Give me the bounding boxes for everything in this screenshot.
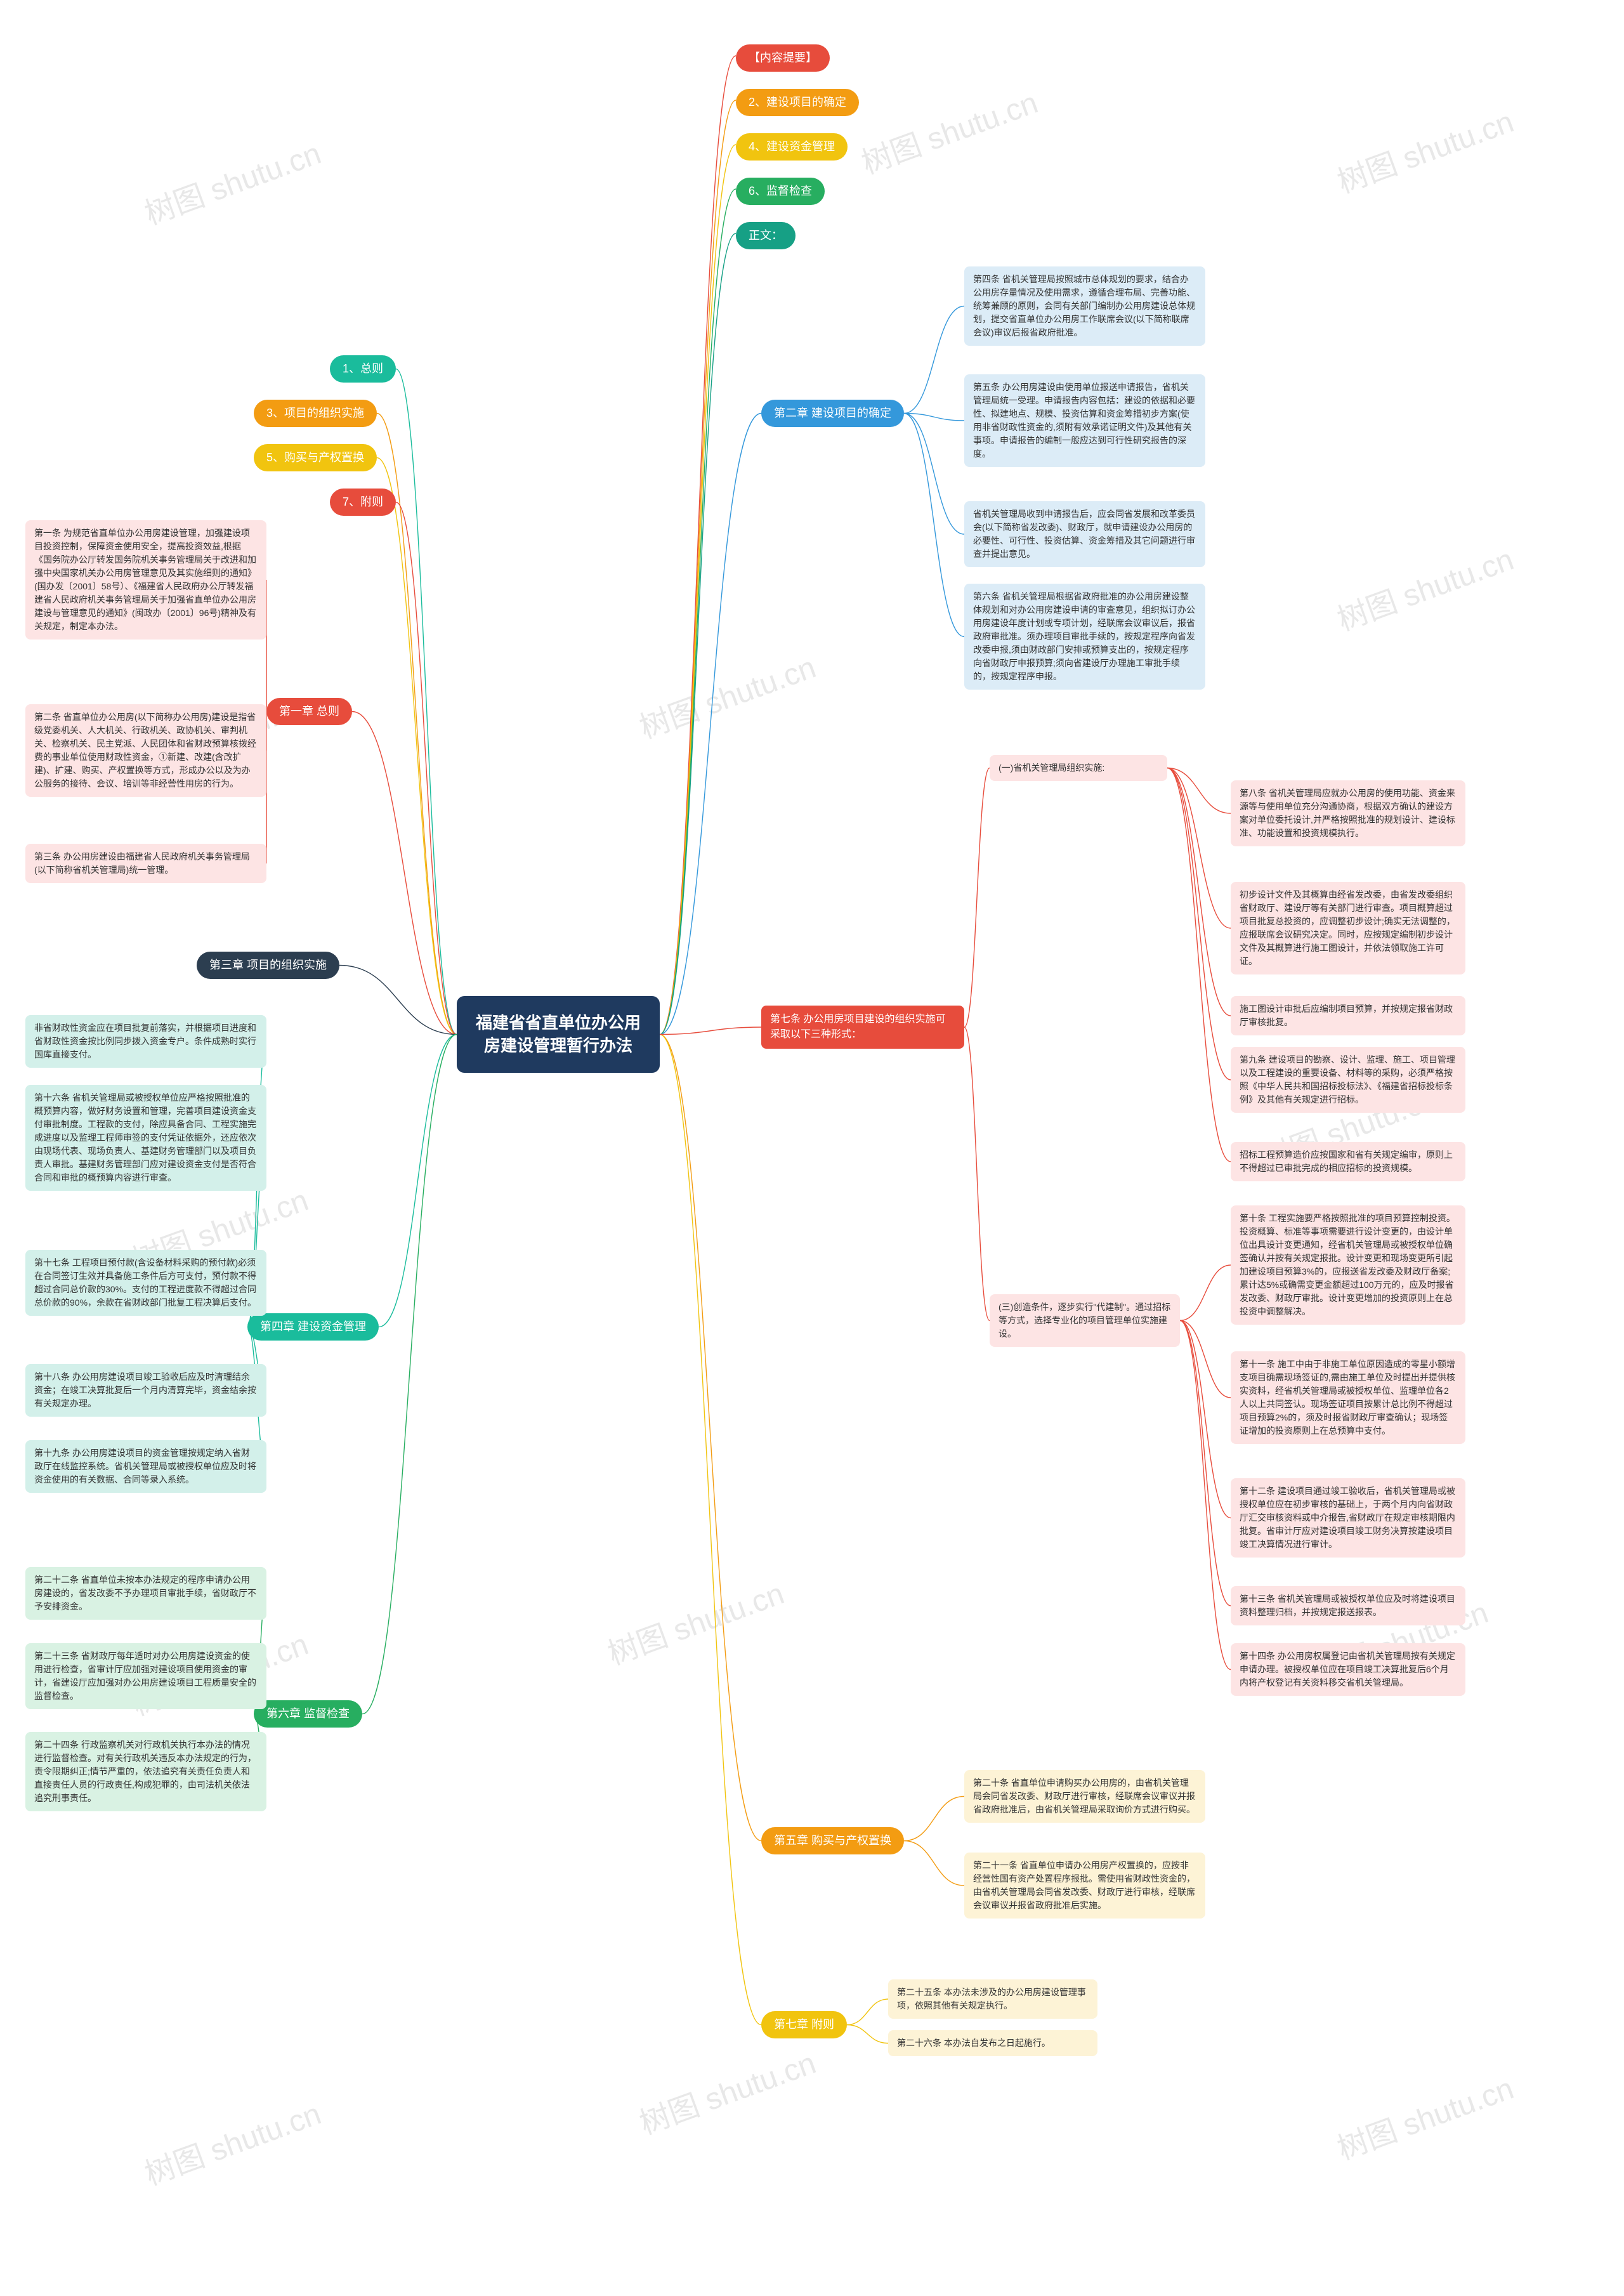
- leaf-node: 第十七条 工程项目预付款(含设备材料采购的预付款)必须在合同签订生效并具备施工条…: [25, 1250, 266, 1316]
- left-pill: 7、附则: [330, 489, 396, 516]
- chapter-node: 第二章 建设项目的确定: [761, 400, 904, 427]
- leaf-node: 第二十条 省直单位申请购买办公用房的，由省机关管理局会同省发改委、财政厅进行审核…: [964, 1770, 1205, 1823]
- leaf-node: 第二十五条 本办法未涉及的办公用房建设管理事项，依照其他有关规定执行。: [888, 1979, 1097, 2019]
- chapter-node: 第三章 项目的组织实施: [197, 952, 339, 979]
- leaf-node: 第三条 办公用房建设由福建省人民政府机关事务管理局(以下简称省机关管理局)统一管…: [25, 844, 266, 883]
- leaf-node: 第六条 省机关管理局根据省政府批准的办公用房建设整体规划和对办公用房建设申请的审…: [964, 584, 1205, 690]
- leaf-node: 第四条 省机关管理局按照城市总体规划的要求，结合办公用房存量情况及使用需求，遵循…: [964, 266, 1205, 346]
- left-pill: 1、总则: [330, 355, 396, 383]
- leaf-node: 第五条 办公用房建设由使用单位报送申请报告，省机关管理局统一受理。申请报告内容包…: [964, 374, 1205, 467]
- article7-node: 第七条 办公用房项目建设的组织实施可采取以下三种形式：: [761, 1006, 964, 1049]
- article7-leaf: 初步设计文件及其概算由经省发改委，由省发改委组织省财政厅、建设厅等有关部门进行审…: [1231, 882, 1465, 974]
- chapter-node: 第六章 监督检查: [254, 1700, 362, 1728]
- top-pill: 正文：: [736, 222, 796, 249]
- top-pill: 【内容提要】: [736, 44, 830, 72]
- article7-leaf: 招标工程预算造价应按国家和省有关规定编审，原则上不得超过已审批完成的相应招标的投…: [1231, 1142, 1465, 1181]
- chapter-node: 第四章 建设资金管理: [247, 1313, 379, 1341]
- chapter-node: 第一章 总则: [266, 698, 352, 725]
- leaf-node: 第十九条 办公用房建设项目的资金管理按规定纳入省财政厅在线监控系统。省机关管理局…: [25, 1440, 266, 1493]
- leaf-node: 第二条 省直单位办公用房(以下简称办公用房)建设是指省级党委机关、人大机关、行政…: [25, 704, 266, 797]
- leaf-node: 第十八条 办公用房建设项目竣工验收后应及时清理结余资金；在竣工决算批复后一个月内…: [25, 1364, 266, 1417]
- article7-leaf: 第八条 省机关管理局应就办公用房的使用功能、资金来源等与使用单位充分沟通协商，根…: [1231, 780, 1465, 846]
- left-pill: 5、购买与产权置换: [254, 444, 377, 471]
- mindmap-canvas: 福建省省直单位办公用房建设管理暂行办法 【内容提要】 2、建设项目的确定 4、建设资金…: [0, 0, 1624, 2296]
- top-pill: 4、建设资金管理: [736, 133, 848, 161]
- article7-leaf: 第十三条 省机关管理局或被授权单位应及时将建设项目资料整理归档，并按规定报送报表…: [1231, 1586, 1465, 1625]
- article7-leaf: 施工图设计审批后应编制项目预算，并按规定报省财政厅审核批复。: [1231, 996, 1465, 1035]
- top-pill: 6、监督检查: [736, 178, 825, 205]
- leaf-node: 第一条 为规范省直单位办公用房建设管理，加强建设项目投资控制，保障资金使用安全，…: [25, 520, 266, 640]
- article7-leaf: 第十二条 建设项目通过竣工验收后，省机关管理局或被授权单位应在初步审核的基础上，…: [1231, 1478, 1465, 1558]
- article7-sub: (三)创造条件，逐步实行"代建制"。通过招标等方式，选择专业化的项目管理单位实施…: [990, 1294, 1180, 1347]
- leaf-node: 非省财政性资金应在项目批复前落实，并根据项目进度和省财政性资金按比例同步拨入资金…: [25, 1015, 266, 1068]
- leaf-node: 第二十二条 省直单位未按本办法规定的程序申请办公用房建设的，省发改委不予办理项目…: [25, 1567, 266, 1620]
- article7-leaf: 第十一条 施工中由于非施工单位原因造成的零星小额增支项目确需现场签证的,需由施工…: [1231, 1351, 1465, 1444]
- leaf-node: 省机关管理局收到申请报告后，应会同省发展和改革委员会(以下简称省发改委)、财政厅…: [964, 501, 1205, 567]
- leaf-node: 第二十三条 省财政厅每年适时对办公用房建设资金的使用进行检查，省审计厅应加强对建…: [25, 1643, 266, 1709]
- article7-leaf: 第十四条 办公用房权属登记由省机关管理局按有关规定申请办理。被授权单位应在项目竣…: [1231, 1643, 1465, 1696]
- article7-leaf: 第十条 工程实施要严格按照批准的项目预算控制投资。投资概算、标准等事项需要进行设…: [1231, 1205, 1465, 1325]
- leaf-node: 第二十四条 行政监察机关对行政机关执行本办法的情况进行监督检查。对有关行政机关违…: [25, 1732, 266, 1811]
- chapter-node: 第五章 购买与产权置换: [761, 1827, 904, 1854]
- article7-leaf: 第九条 建设项目的勘察、设计、监理、施工、项目管理以及工程建设的重要设备、材料等…: [1231, 1047, 1465, 1113]
- left-pill: 3、项目的组织实施: [254, 400, 377, 427]
- center-node: 福建省省直单位办公用房建设管理暂行办法: [457, 996, 660, 1073]
- top-pill: 2、建设项目的确定: [736, 89, 859, 116]
- leaf-node: 第二十一条 省直单位申请办公用房产权置换的，应按非经营性国有资产处置程序报批。需…: [964, 1853, 1205, 1919]
- leaf-node: 第二十六条 本办法自发布之日起施行。: [888, 2030, 1097, 2056]
- article7-sub: (一)省机关管理局组织实施:: [990, 755, 1167, 781]
- chapter-node: 第七章 附则: [761, 2011, 847, 2038]
- leaf-node: 第十六条 省机关管理局或被授权单位应严格按照批准的概预算内容，做好财务设置和管理…: [25, 1085, 266, 1191]
